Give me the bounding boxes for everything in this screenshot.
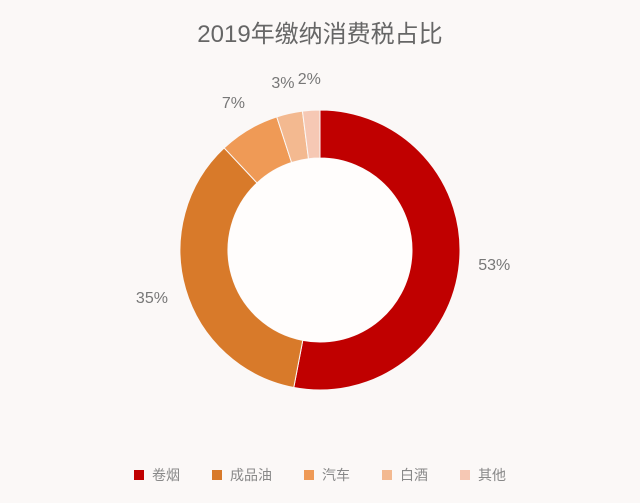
legend-label-0: 卷烟 bbox=[152, 465, 180, 485]
legend-swatch-2 bbox=[304, 470, 314, 480]
legend-item-3: 白酒 bbox=[382, 465, 428, 485]
slice-label-2: 7% bbox=[222, 95, 245, 113]
legend-swatch-4 bbox=[460, 470, 470, 480]
legend: 卷烟 成品油 汽车 白酒 其他 bbox=[0, 465, 640, 485]
legend-item-1: 成品油 bbox=[212, 465, 272, 485]
slice-label-4: 2% bbox=[298, 71, 321, 89]
legend-label-4: 其他 bbox=[478, 465, 506, 485]
legend-swatch-3 bbox=[382, 470, 392, 480]
legend-label-2: 汽车 bbox=[322, 465, 350, 485]
legend-item-2: 汽车 bbox=[304, 465, 350, 485]
slice-label-1: 35% bbox=[136, 290, 168, 308]
donut-hole bbox=[228, 158, 412, 342]
legend-item-4: 其他 bbox=[460, 465, 506, 485]
slice-label-3: 3% bbox=[271, 75, 294, 93]
legend-swatch-1 bbox=[212, 470, 222, 480]
legend-swatch-0 bbox=[134, 470, 144, 480]
slice-label-0: 53% bbox=[478, 257, 510, 275]
donut-chart: 2019年缴纳消费税占比 53%35%7%3%2% 卷烟成品油汽车白酒其他 bbox=[0, 0, 640, 503]
legend-item-0: 卷烟 bbox=[134, 465, 180, 485]
legend-label-3: 白酒 bbox=[400, 465, 428, 485]
legend-label-1: 成品油 bbox=[230, 465, 272, 485]
